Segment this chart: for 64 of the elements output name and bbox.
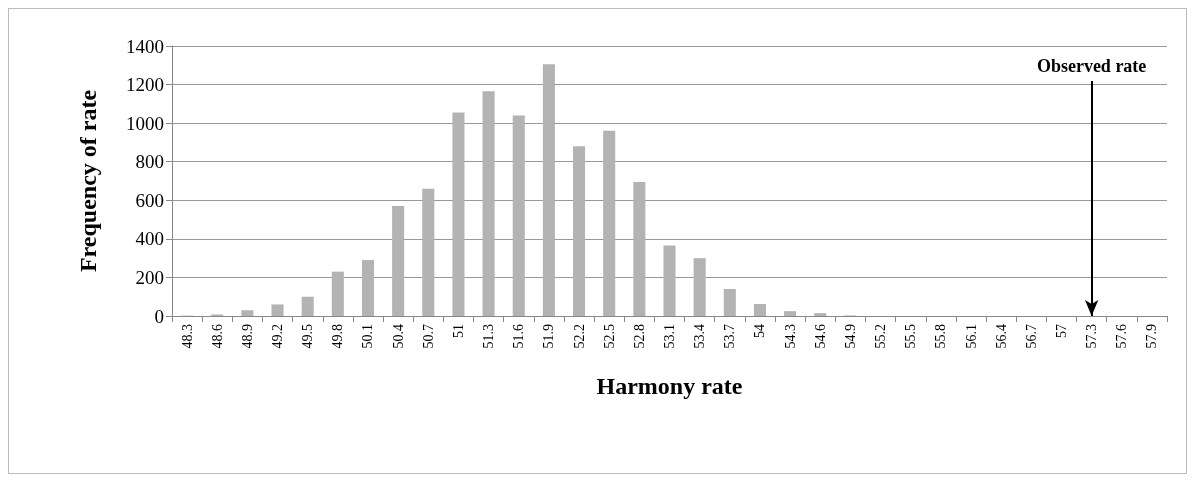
x-tick-label: 50.7 xyxy=(420,324,436,349)
y-tick-label: 200 xyxy=(135,266,164,288)
x-tick-label: 52.8 xyxy=(631,324,647,349)
bar xyxy=(241,310,254,316)
x-axis-title: Harmony rate xyxy=(596,373,743,399)
y-tick-label: 0 xyxy=(154,305,164,327)
y-tick-label: 1200 xyxy=(126,74,164,96)
x-tick-label: 48.9 xyxy=(239,324,255,349)
x-tick-label: 51.9 xyxy=(541,324,557,349)
annotation: Observed rate xyxy=(1036,56,1147,77)
bar xyxy=(271,304,284,316)
x-tick-label: 50.4 xyxy=(390,324,406,349)
bar xyxy=(331,271,344,316)
bar xyxy=(361,260,375,316)
bar xyxy=(542,64,555,316)
x-tick-label: 51 xyxy=(450,324,466,338)
x-tick-label: 49.8 xyxy=(330,324,346,349)
x-tick-label: 57 xyxy=(1053,324,1069,338)
y-tick-label: 600 xyxy=(135,189,164,211)
bar xyxy=(753,304,766,316)
x-tick-label: 54.6 xyxy=(812,324,828,349)
bar xyxy=(784,311,797,316)
bar xyxy=(723,289,736,316)
bar xyxy=(603,130,616,316)
x-tick-label: 49.5 xyxy=(300,324,316,349)
bar xyxy=(301,296,314,316)
x-tick-label: 49.2 xyxy=(270,324,286,349)
x-tick-label: 56.1 xyxy=(963,324,979,349)
bar xyxy=(512,115,525,316)
y-tick-label: 400 xyxy=(135,228,164,250)
x-tick-label: 53.1 xyxy=(662,324,677,349)
x-tick-label: 55.2 xyxy=(873,324,889,349)
bar xyxy=(633,181,646,316)
x-tick-label: 50.1 xyxy=(360,324,376,349)
x-tick-label: 52.2 xyxy=(571,324,587,349)
bar xyxy=(482,91,495,316)
x-tick-label: 54.3 xyxy=(782,324,798,349)
x-tick-label: 54 xyxy=(752,324,768,338)
x-tick-label: 57.3 xyxy=(1084,324,1100,349)
x-tick-label: 56.4 xyxy=(993,324,1009,349)
y-tick-label: 1400 xyxy=(126,35,164,57)
bar xyxy=(814,313,827,316)
y-tick-label: 1000 xyxy=(126,112,164,134)
y-axis-title: Frequency of rate xyxy=(75,89,101,273)
x-tick-label: 55.8 xyxy=(933,324,949,349)
x-tick-label: 55.5 xyxy=(903,324,919,349)
bar xyxy=(573,146,586,316)
bar xyxy=(452,112,465,316)
x-tick-label: 48.3 xyxy=(179,324,195,349)
x-tick-label: 52.5 xyxy=(601,324,617,349)
y-tick-label: 800 xyxy=(135,151,164,173)
x-tick-label: 57.6 xyxy=(1114,324,1130,349)
bar xyxy=(693,258,706,316)
bar xyxy=(392,206,405,316)
x-tick-label: 56.7 xyxy=(1023,324,1039,349)
x-tick-label: 51.3 xyxy=(481,324,497,349)
bar xyxy=(663,245,676,316)
x-tick-label: 51.6 xyxy=(511,324,527,349)
x-tick-label: 57.9 xyxy=(1144,324,1160,349)
x-tick-label: 48.6 xyxy=(209,324,225,349)
x-tick-label: 53.4 xyxy=(692,324,708,349)
x-tick-label: 53.7 xyxy=(722,324,738,349)
bar xyxy=(422,188,435,316)
x-tick-label: 54.9 xyxy=(842,324,858,349)
